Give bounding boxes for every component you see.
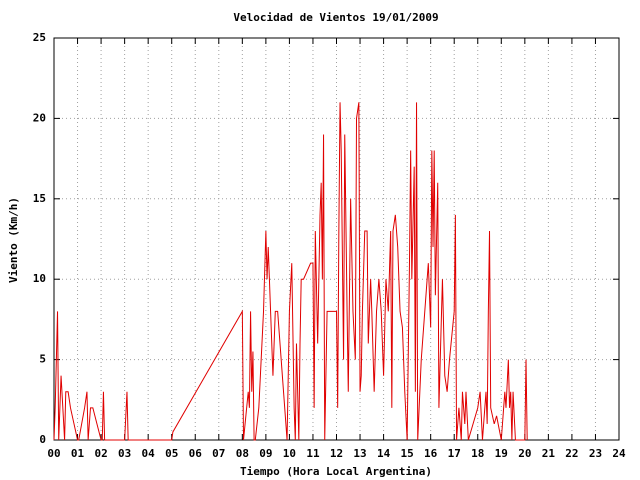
y-tick-label: 5 [39, 353, 46, 366]
y-tick-label: 15 [33, 192, 46, 205]
x-tick-label: 05 [165, 447, 178, 460]
x-tick-label: 10 [283, 447, 296, 460]
x-tick-label: 02 [94, 447, 107, 460]
plot-frame [53, 37, 620, 441]
x-tick-label: 21 [542, 447, 556, 460]
x-tick-label: 00 [47, 447, 60, 460]
x-tick-label: 15 [401, 447, 414, 460]
x-tick-label: 18 [471, 447, 484, 460]
x-tick-label: 19 [495, 447, 508, 460]
x-tick-label: 04 [142, 447, 156, 460]
y-tick-label: 0 [39, 433, 46, 446]
y-tick-label: 20 [33, 111, 46, 124]
x-tick-label: 14 [377, 447, 391, 460]
x-tick-label: 08 [236, 447, 249, 460]
x-tick-label: 03 [118, 447, 131, 460]
x-tick-label: 13 [353, 447, 366, 460]
wind-line [53, 102, 528, 441]
x-tick-label: 23 [589, 447, 602, 460]
x-tick-label: 11 [306, 447, 320, 460]
y-axis-label: Viento (Km/h) [7, 197, 20, 283]
y-tick-label: 25 [33, 31, 46, 44]
x-tick-label: 16 [424, 447, 438, 460]
x-tick-label: 07 [212, 447, 225, 460]
x-tick-label: 06 [189, 447, 203, 460]
x-tick-label: 12 [330, 447, 343, 460]
x-tick-label: 24 [612, 447, 626, 460]
x-tick-label: 20 [518, 447, 531, 460]
x-axis-label: Tiempo (Hora Local Argentina) [240, 465, 432, 478]
x-tick-label: 01 [71, 447, 85, 460]
chart-title: Velocidad de Vientos 19/01/2009 [233, 11, 438, 24]
y-tick-label: 10 [33, 272, 46, 285]
x-tick-label: 09 [259, 447, 272, 460]
x-tick-label: 17 [448, 447, 461, 460]
x-tick-label: 22 [565, 447, 578, 460]
